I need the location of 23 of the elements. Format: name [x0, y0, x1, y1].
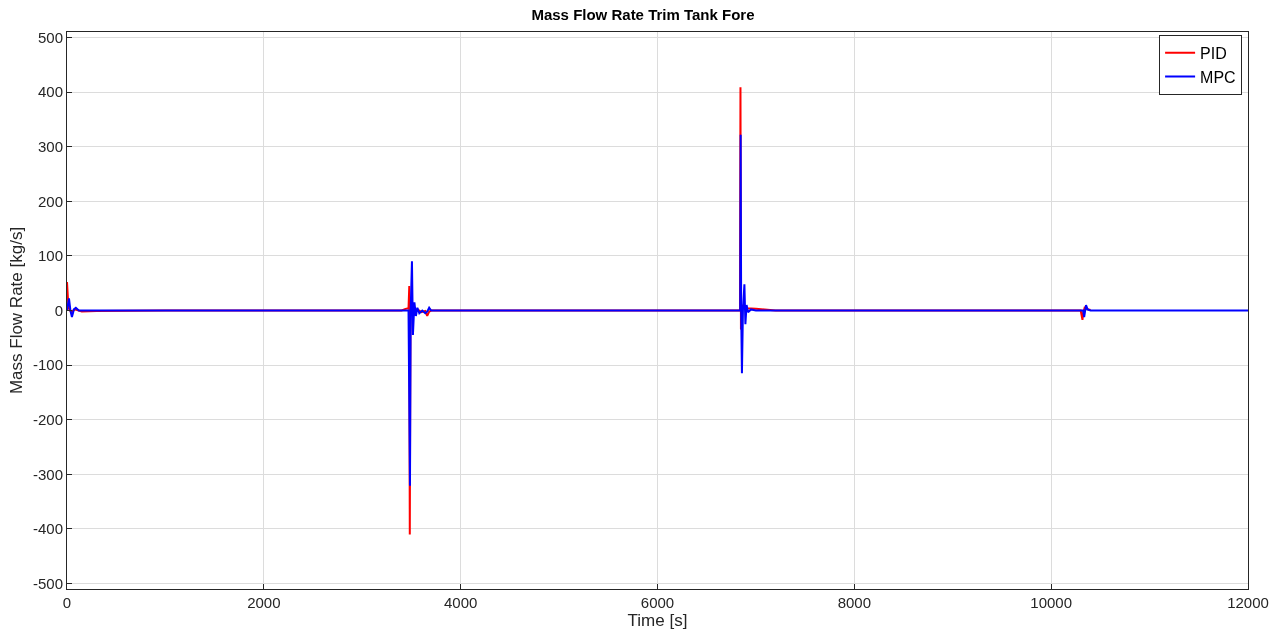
x-tick-label: 10000 [1030, 594, 1073, 611]
x-tick-label: 8000 [837, 594, 872, 611]
x-tick-label: 6000 [640, 594, 675, 611]
y-tick-label: -200 [32, 410, 63, 428]
y-tick-label: -400 [32, 520, 63, 538]
legend-label: MPC [1200, 68, 1236, 86]
x-tick-label: 2000 [247, 594, 281, 611]
y-tick-label: 300 [37, 137, 63, 155]
y-tick-label: -300 [32, 465, 63, 483]
y-tick-label: -100 [32, 356, 63, 374]
y-tick-label: -500 [32, 574, 63, 592]
x-tick-label: 12000 [1227, 594, 1269, 611]
y-tick-label: 500 [37, 28, 63, 46]
line-series [67, 133, 1248, 487]
y-axis-title: Mass Flow Rate [kg/s] [6, 226, 26, 395]
legend-label: PID [1200, 44, 1227, 62]
y-tick-label: 400 [37, 83, 63, 101]
x-tick-label: 4000 [443, 594, 478, 611]
y-tick-label: 0 [54, 301, 63, 319]
x-axis-title: Time [s] [627, 611, 688, 630]
chart-title: Mass Flow Rate Trim Tank Fore [531, 6, 755, 24]
y-tick-label: 200 [37, 192, 63, 210]
y-tick-label: 100 [37, 247, 63, 265]
